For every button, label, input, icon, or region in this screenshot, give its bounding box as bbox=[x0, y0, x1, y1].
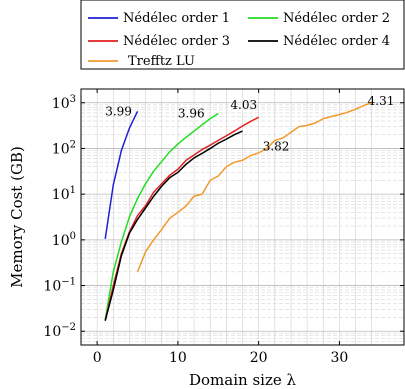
y-tick-label: 101 bbox=[52, 185, 76, 203]
x-tick-label: 0 bbox=[93, 350, 102, 366]
slope-annotation: 3.82 bbox=[263, 140, 290, 154]
series-lines bbox=[104, 102, 372, 321]
x-tick-label: 20 bbox=[250, 350, 268, 366]
legend-box bbox=[80, 0, 405, 70]
y-tick-label: 102 bbox=[52, 139, 76, 157]
y-tick-label: 10−1 bbox=[43, 277, 76, 295]
x-tick-label: 10 bbox=[169, 350, 187, 366]
x-axis-label: Domain size λ bbox=[189, 371, 296, 389]
grid bbox=[81, 88, 404, 346]
y-tick-label: 103 bbox=[52, 94, 76, 112]
legend: Nédélec order 1 Nédélec order 2 Nédélec or… bbox=[80, 0, 405, 70]
slope-annotations: 3.99 3.96 4.03 3.82 4.31 bbox=[105, 94, 394, 154]
series-line-3 bbox=[104, 116, 259, 321]
slope-annotation: 4.03 bbox=[230, 98, 257, 112]
slope-annotation: 3.99 bbox=[105, 104, 132, 118]
series-line-1 bbox=[104, 110, 139, 239]
legend-label: Nédélec order 2 bbox=[283, 11, 390, 26]
series-line-4 bbox=[104, 130, 243, 321]
legend-label: Nédélec order 3 bbox=[123, 34, 230, 49]
series-line-5 bbox=[136, 102, 372, 273]
legend-label: Nédélec order 4 bbox=[283, 34, 390, 49]
plot-frame bbox=[80, 88, 405, 346]
slope-annotation: 3.96 bbox=[178, 107, 205, 121]
x-tick-label: 30 bbox=[330, 350, 348, 366]
y-axis-label: Memory Cost (GB) bbox=[8, 146, 26, 288]
legend-label: Nédélec order 1 bbox=[123, 11, 230, 26]
series-line-2 bbox=[104, 112, 219, 320]
y-tick-label: 10−2 bbox=[43, 322, 76, 340]
axis-ticks: 0 10 20 30 10−2 10−1 100 101 102 103 bbox=[43, 89, 404, 366]
y-tick-label: 100 bbox=[52, 231, 76, 249]
legend-label: Trefftz LU bbox=[128, 54, 195, 69]
slope-annotation: 4.31 bbox=[368, 94, 395, 108]
